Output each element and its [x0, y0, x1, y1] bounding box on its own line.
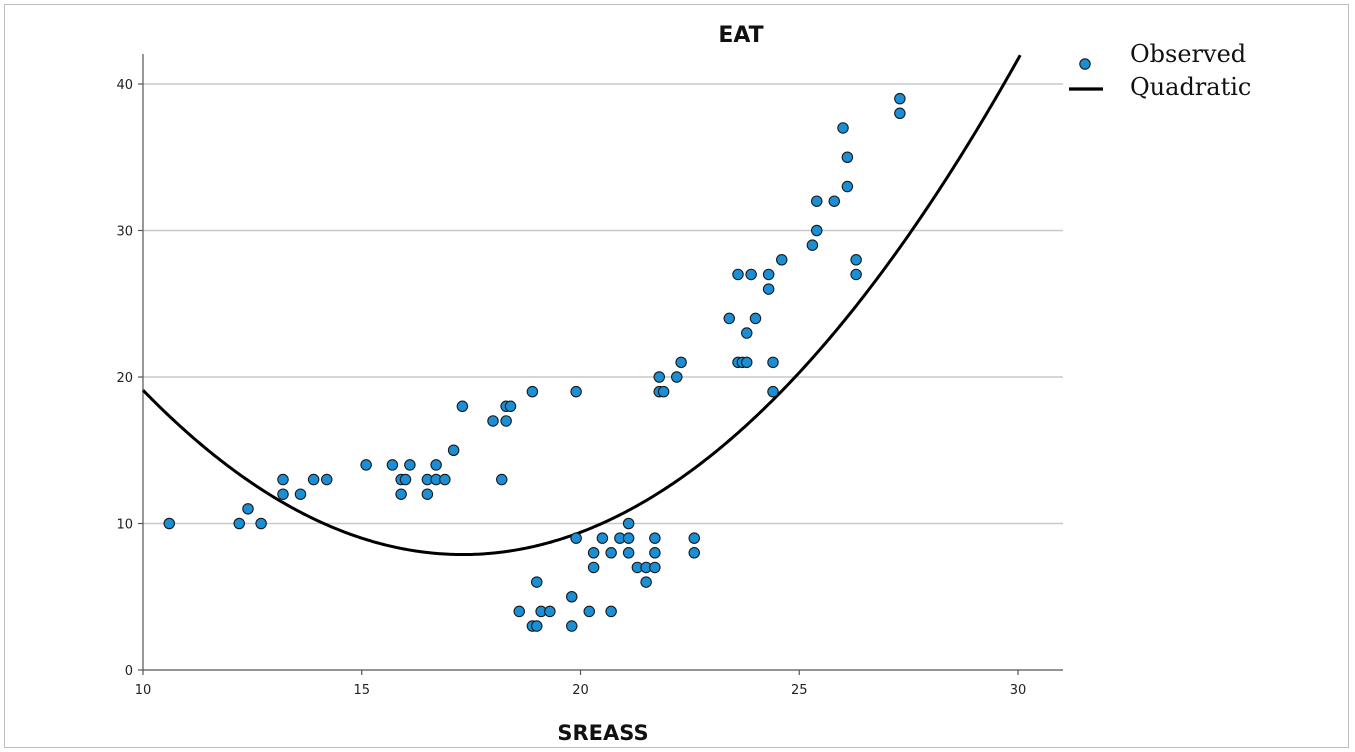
data-point	[837, 122, 849, 134]
x-tick-label-15: 15	[353, 683, 370, 698]
data-point	[649, 532, 661, 544]
data-point	[828, 195, 840, 207]
data-point	[565, 590, 578, 603]
data-point	[513, 605, 525, 618]
data-point	[850, 268, 862, 281]
data-point	[587, 547, 600, 559]
data-point	[233, 517, 246, 530]
data-point	[605, 547, 617, 559]
data-point	[307, 473, 320, 486]
data-point	[530, 620, 543, 632]
legend-observed-label: Observed	[1130, 40, 1246, 68]
data-point	[277, 488, 289, 500]
data-point	[806, 239, 819, 251]
data-point	[495, 473, 508, 486]
data-point	[430, 459, 442, 471]
y-tick-label-0: 0	[125, 664, 133, 679]
y-tick-label-20: 20	[116, 371, 133, 386]
y-tick-label-30: 30	[116, 225, 133, 240]
x-axis-label: SREASS	[557, 721, 648, 745]
data-point	[605, 605, 617, 618]
chart-title: EAT	[718, 23, 763, 48]
data-point	[688, 547, 700, 559]
data-point	[404, 459, 416, 471]
data-point	[320, 473, 333, 486]
data-point	[767, 385, 779, 398]
data-point	[841, 151, 854, 164]
data-point	[740, 327, 753, 339]
data-point	[894, 107, 906, 120]
y-tick-label-10: 10	[116, 518, 133, 533]
quadratic-fit-line	[141, 54, 1022, 557]
x-tick-label-25: 25	[791, 683, 808, 698]
x-tick-label-20: 20	[572, 683, 589, 698]
data-point	[544, 605, 556, 618]
data-point	[649, 547, 661, 559]
data-point	[570, 532, 582, 544]
data-point	[653, 371, 665, 383]
data-point	[810, 224, 823, 237]
data-point	[421, 488, 434, 500]
data-point	[762, 268, 775, 281]
data-point	[596, 532, 609, 544]
data-point	[242, 503, 254, 515]
data-point	[670, 371, 683, 383]
data-point	[386, 459, 399, 471]
legend: Observed Quadratic	[1069, 40, 1251, 101]
data-point	[749, 312, 762, 325]
data-point	[675, 356, 687, 369]
data-point	[622, 517, 635, 530]
data-point	[762, 283, 775, 295]
data-point	[360, 459, 372, 471]
data-point	[570, 385, 582, 398]
gridlines	[143, 83, 1063, 525]
data-point	[504, 400, 517, 413]
data-point	[565, 620, 578, 632]
data-point	[657, 385, 670, 398]
data-point	[622, 532, 635, 544]
data-point	[530, 576, 543, 588]
data-point	[447, 444, 460, 456]
data-point	[732, 268, 744, 281]
data-point	[640, 576, 652, 588]
data-point	[723, 312, 735, 325]
data-point	[526, 385, 539, 398]
data-point	[587, 561, 600, 574]
legend-observed-marker	[1079, 58, 1091, 70]
data-point	[294, 488, 307, 500]
data-point	[583, 605, 595, 618]
points-layer	[163, 92, 906, 632]
data-point	[439, 473, 451, 486]
data-point	[745, 268, 757, 281]
data-point	[775, 254, 788, 266]
x-tick-label-10: 10	[135, 683, 152, 698]
data-point	[456, 400, 469, 413]
data-point	[399, 473, 412, 486]
data-point	[622, 547, 635, 559]
fit-layer	[141, 54, 1022, 557]
data-point	[850, 254, 862, 266]
data-point	[395, 488, 407, 500]
data-point	[277, 473, 289, 486]
data-point	[767, 356, 779, 369]
data-point	[740, 356, 753, 369]
data-point	[894, 92, 906, 105]
data-point	[163, 517, 176, 530]
data-point	[810, 195, 823, 207]
x-tick-label-30: 30	[1010, 683, 1027, 698]
data-point	[487, 415, 499, 427]
data-point	[255, 517, 267, 530]
data-point	[649, 561, 661, 574]
y-tick-label-40: 40	[116, 78, 133, 93]
data-point	[688, 532, 700, 544]
data-point	[500, 415, 512, 427]
legend-quadratic-label: Quadratic	[1130, 73, 1251, 101]
data-point	[841, 180, 854, 193]
